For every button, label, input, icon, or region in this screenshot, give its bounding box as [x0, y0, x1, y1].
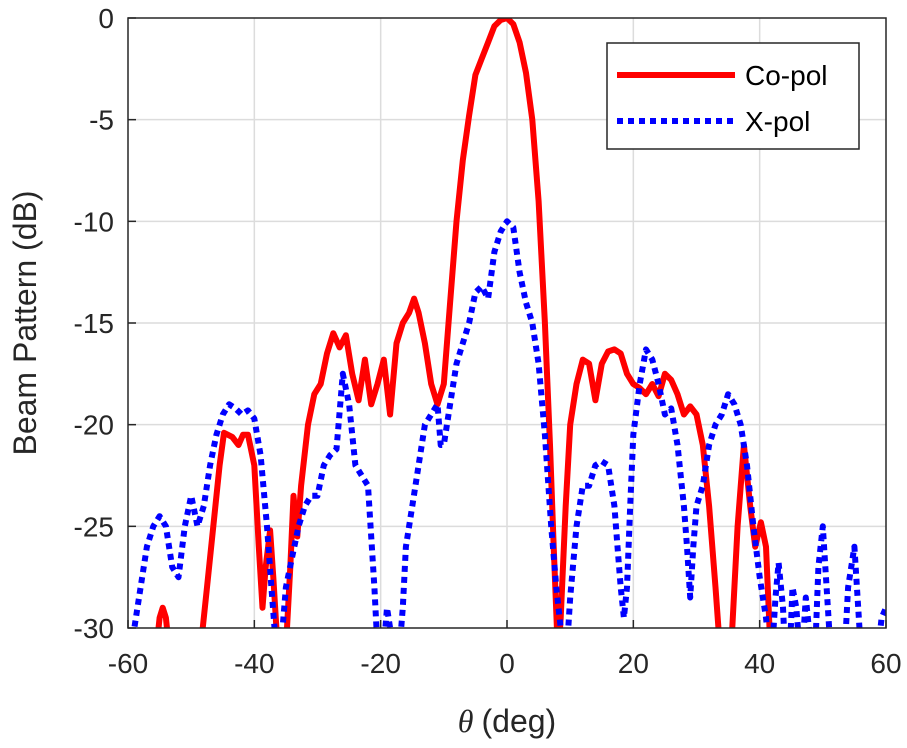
legend-box — [606, 42, 860, 150]
y-tick-label: -25 — [74, 511, 114, 542]
y-tick-label: -20 — [74, 410, 114, 441]
legend-co-pol-label: Co-pol — [745, 60, 827, 91]
x-tick-label: -20 — [360, 648, 400, 679]
x-tick-label: 60 — [870, 648, 901, 679]
x-axis-symbol: θ — [458, 703, 474, 739]
x-tick-label: 40 — [744, 648, 775, 679]
legend-x-pol-label: X-pol — [745, 106, 810, 137]
y-tick-label: -5 — [89, 105, 114, 136]
x-tick-label: 20 — [618, 648, 649, 679]
y-tick-label: -30 — [74, 613, 114, 644]
x-tick-label: -40 — [234, 648, 274, 679]
y-tick-label: -10 — [74, 206, 114, 237]
x-axis-unit: (deg) — [482, 703, 557, 739]
x-tick-label: 0 — [499, 648, 515, 679]
y-tick-label: -15 — [74, 308, 114, 339]
plot-area — [131, 18, 886, 628]
x-axis-title: θ (deg) — [458, 703, 556, 739]
x-axis-ticks: -60 -40 -20 0 20 40 60 — [108, 620, 902, 679]
co-pol-series-line — [155, 18, 773, 628]
y-axis-title: Beam Pattern (dB) — [7, 191, 43, 456]
legend: Co-pol X-pol — [606, 42, 860, 150]
x-tick-label: -60 — [108, 648, 148, 679]
x-pol-series-line — [131, 218, 886, 628]
y-axis-ticks: 0 -5 -10 -15 -20 -25 -30 — [74, 3, 136, 644]
y-tick-label: 0 — [98, 3, 114, 34]
